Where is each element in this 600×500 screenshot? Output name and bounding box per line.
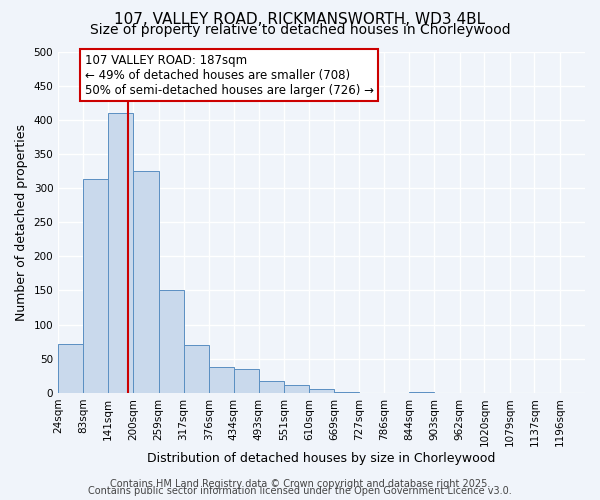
- Text: Contains HM Land Registry data © Crown copyright and database right 2025.: Contains HM Land Registry data © Crown c…: [110, 479, 490, 489]
- Bar: [159, 290, 184, 393]
- Bar: [334, 392, 359, 393]
- Bar: [58, 344, 83, 393]
- Text: Contains public sector information licensed under the Open Government Licence v3: Contains public sector information licen…: [88, 486, 512, 496]
- Bar: [284, 384, 309, 393]
- Bar: [184, 345, 209, 393]
- Y-axis label: Number of detached properties: Number of detached properties: [15, 124, 28, 320]
- Bar: [108, 113, 133, 393]
- Text: 107, VALLEY ROAD, RICKMANSWORTH, WD3 4BL: 107, VALLEY ROAD, RICKMANSWORTH, WD3 4BL: [115, 12, 485, 26]
- Bar: [233, 369, 259, 393]
- Bar: [309, 388, 334, 393]
- X-axis label: Distribution of detached houses by size in Chorleywood: Distribution of detached houses by size …: [148, 452, 496, 465]
- Bar: [83, 179, 109, 393]
- Bar: [209, 367, 234, 393]
- Text: 107 VALLEY ROAD: 187sqm
← 49% of detached houses are smaller (708)
50% of semi-d: 107 VALLEY ROAD: 187sqm ← 49% of detache…: [85, 54, 374, 96]
- Bar: [133, 171, 159, 393]
- Text: Size of property relative to detached houses in Chorleywood: Size of property relative to detached ho…: [89, 23, 511, 37]
- Bar: [259, 380, 284, 393]
- Bar: [409, 392, 434, 393]
